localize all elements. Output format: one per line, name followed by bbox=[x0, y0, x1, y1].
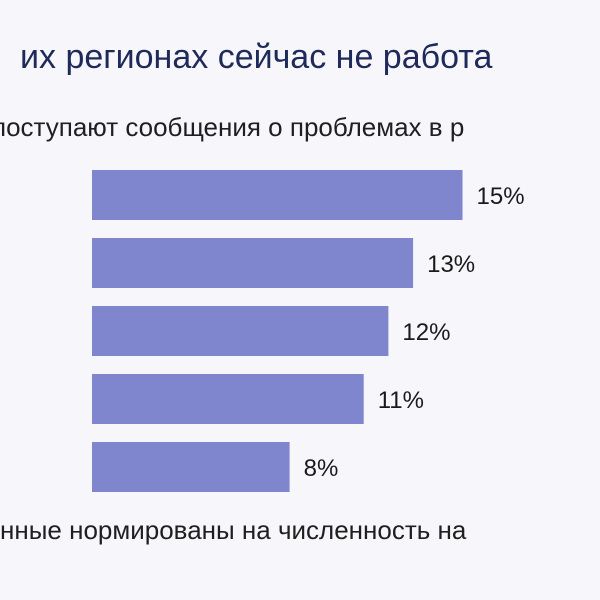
bar-value-label-1: 13% bbox=[427, 251, 475, 278]
chart-title: их регионах сейчас не работа bbox=[20, 38, 493, 76]
bar-2 bbox=[92, 306, 389, 356]
bar-value-label-4: 8% bbox=[304, 455, 339, 482]
chart-footnote: нные нормированы на численность на bbox=[0, 515, 467, 545]
bar-value-label-2: 12% bbox=[402, 319, 450, 346]
bar-4 bbox=[92, 442, 290, 492]
bar-value-label-0: 15% bbox=[477, 183, 525, 210]
bar-1 bbox=[92, 238, 414, 288]
bar-value-label-3: 11% bbox=[378, 387, 424, 414]
bar-3 bbox=[92, 374, 364, 424]
bar-0 bbox=[92, 170, 463, 220]
chart-subtitle: поступают сообщения о проблемах в р bbox=[0, 112, 465, 142]
